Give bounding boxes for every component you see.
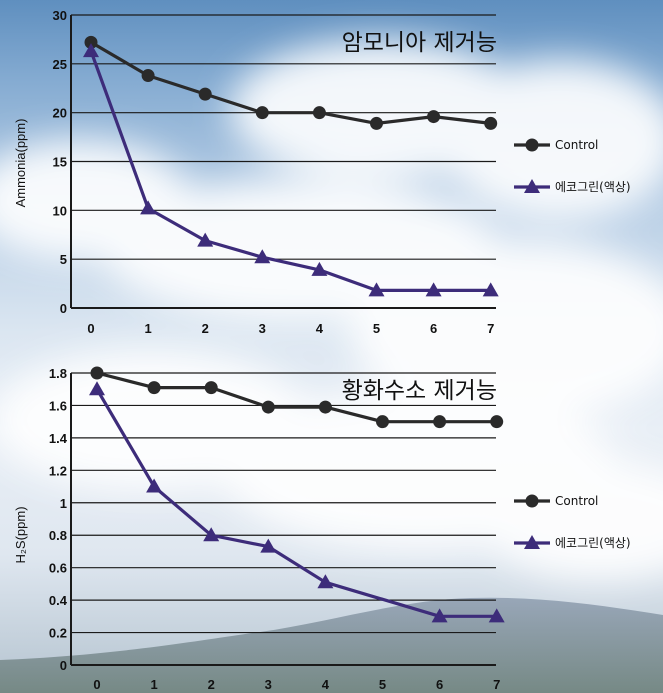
data-point-circle — [141, 69, 155, 83]
data-point-triangle — [311, 261, 328, 276]
data-point-triangle — [260, 538, 277, 553]
data-point-triangle — [203, 527, 220, 542]
x-tick-labels: 0 1 2 3 4 5 6 7 — [93, 677, 500, 692]
y-tick-label: 10 — [53, 203, 67, 218]
legend-marker-circle — [525, 138, 539, 152]
series-line-0 — [90, 40, 491, 125]
x-tick-label: 2 — [208, 677, 215, 692]
legend-label: 에코그린(액상) — [555, 536, 631, 550]
data-point-triangle — [89, 381, 105, 396]
data-point-circle — [84, 35, 98, 49]
data-point-triangle — [254, 249, 271, 264]
series-lines — [89, 366, 505, 623]
data-point-triangle — [431, 608, 448, 623]
series-line-0 — [96, 371, 497, 424]
h2s-chart: 0 0.2 0.4 0.6 0.8 1 1.2 1.4 1.6 1.8 0 1 2 3 4 5 6 7 H₂S(… — [13, 366, 631, 692]
data-point-triangle — [425, 282, 442, 297]
x-tick-label: 1 — [150, 677, 157, 692]
data-point-circle — [484, 116, 498, 130]
y-tick-label: 0 — [60, 658, 67, 673]
y-tick-label: 0.2 — [49, 626, 67, 641]
data-point-circle — [370, 116, 383, 130]
legend-marker-circle — [525, 494, 539, 508]
y-tick-label: 20 — [53, 106, 67, 121]
y-tick-labels: 0 5 10 15 20 25 30 — [53, 8, 67, 316]
y-tick-label: 0 — [60, 301, 67, 316]
chart-gridlines — [71, 372, 496, 666]
data-point-circle — [312, 106, 326, 120]
data-point-circle — [490, 415, 504, 429]
y-axis-label: H₂S(ppm) — [13, 506, 28, 563]
y-tick-label: 1.4 — [49, 431, 68, 446]
x-tick-label: 5 — [373, 321, 380, 336]
y-tick-label: 0.6 — [49, 561, 67, 576]
x-tick-label: 3 — [259, 321, 266, 336]
legend-label: Control — [555, 494, 598, 508]
y-tick-label: 25 — [53, 57, 67, 72]
data-point-triangle — [83, 43, 99, 58]
data-point-circle — [198, 87, 212, 101]
data-point-circle — [261, 400, 275, 414]
y-tick-label: 5 — [60, 252, 67, 267]
y-tick-label: 30 — [53, 8, 67, 23]
x-tick-label: 5 — [379, 677, 386, 692]
data-point-triangle — [146, 478, 163, 493]
y-tick-label: 15 — [53, 155, 67, 170]
chart-gridlines — [71, 14, 496, 309]
data-point-circle — [376, 415, 389, 429]
data-point-triangle — [197, 232, 214, 247]
y-tick-label: 1 — [60, 496, 67, 511]
chart-title: 암모니아 제거능 — [342, 30, 497, 56]
legend-marker-triangle — [524, 535, 540, 549]
x-tick-label: 2 — [202, 321, 209, 336]
legend: Control 에코그린(액상) — [514, 138, 631, 194]
series-line-1 — [89, 50, 491, 292]
x-tick-label: 6 — [436, 677, 443, 692]
data-point-circle — [318, 400, 332, 414]
chart-title: 황화수소 제거능 — [342, 378, 497, 404]
series-lines — [83, 35, 499, 297]
x-tick-label: 3 — [265, 677, 272, 692]
x-tick-label: 7 — [493, 677, 500, 692]
x-tick-labels: 0 1 2 3 4 5 6 7 — [87, 321, 494, 336]
data-point-triangle — [368, 282, 385, 297]
x-tick-label: 4 — [316, 321, 324, 336]
legend-label: 에코그린(액상) — [555, 180, 631, 194]
y-axis-label: Ammonia(ppm) — [13, 119, 28, 208]
y-tick-labels: 0 0.2 0.4 0.6 0.8 1 1.2 1.4 1.6 1.8 — [49, 366, 68, 673]
data-point-circle — [204, 381, 218, 395]
y-tick-label: 1.8 — [49, 366, 67, 381]
data-point-triangle — [482, 282, 499, 297]
data-point-triangle — [488, 608, 505, 623]
data-point-triangle — [140, 200, 157, 215]
y-tick-label: 1.6 — [49, 398, 67, 413]
legend-label: Control — [555, 138, 598, 152]
data-point-circle — [433, 415, 447, 429]
x-tick-label: 1 — [144, 321, 151, 336]
ammonia-chart: 0 5 10 15 20 25 30 0 1 2 3 4 5 6 7 Ammonia(ppm) 암모니아 … — [13, 8, 631, 336]
data-point-circle — [255, 106, 269, 120]
data-point-triangle — [317, 574, 334, 589]
x-tick-label: 6 — [430, 321, 437, 336]
y-tick-label: 0.8 — [49, 528, 67, 543]
x-tick-label: 7 — [487, 321, 494, 336]
data-point-circle — [90, 366, 104, 380]
data-point-circle — [427, 110, 441, 124]
x-tick-label: 0 — [93, 677, 100, 692]
x-tick-label: 0 — [87, 321, 94, 336]
x-tick-label: 4 — [322, 677, 330, 692]
legend-marker-triangle — [524, 179, 540, 193]
legend: Control 에코그린(액상) — [514, 494, 631, 550]
data-point-circle — [147, 381, 161, 395]
y-tick-label: 0.4 — [49, 593, 68, 608]
y-tick-label: 1.2 — [49, 463, 67, 478]
